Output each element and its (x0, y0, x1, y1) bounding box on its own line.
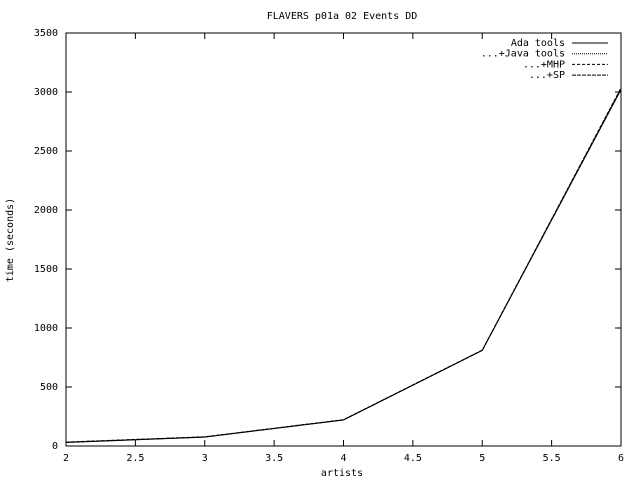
y-tick-label: 3000 (34, 87, 58, 98)
x-tick-label: 2.5 (126, 453, 144, 464)
x-tick-label: 6 (618, 453, 624, 464)
y-tick-label: 1000 (34, 323, 58, 334)
y-axis-label: time (seconds) (5, 198, 16, 282)
x-tick-label: 4.5 (404, 453, 422, 464)
y-tick-label: 2500 (34, 146, 58, 157)
series-line (65, 89, 622, 443)
x-tick-label: 3.5 (265, 453, 283, 464)
y-tick-label: 1500 (34, 264, 58, 275)
x-tick-label: 5.5 (543, 453, 561, 464)
legend-label: ...+SP (529, 70, 565, 81)
legend-label: Ada tools (511, 38, 565, 49)
legend-label: ...+MHP (523, 59, 565, 70)
legend-label: ...+Java tools (481, 49, 565, 60)
x-tick-label: 2 (63, 453, 69, 464)
y-tick-label: 2000 (34, 205, 58, 216)
series-line (65, 88, 622, 443)
y-tick-label: 500 (40, 382, 58, 393)
plot-frame (65, 32, 622, 447)
x-axis-label: artists (321, 468, 363, 479)
series-line (65, 88, 622, 443)
y-tick-label: 0 (52, 441, 58, 452)
x-tick-label: 3 (202, 453, 208, 464)
y-tick-label: 3500 (34, 28, 58, 39)
series-line (65, 87, 622, 443)
x-tick-label: 4 (340, 453, 346, 464)
chart-title: FLAVERS p01a 02 Events DD (267, 11, 418, 22)
x-tick-label: 5 (479, 453, 485, 464)
